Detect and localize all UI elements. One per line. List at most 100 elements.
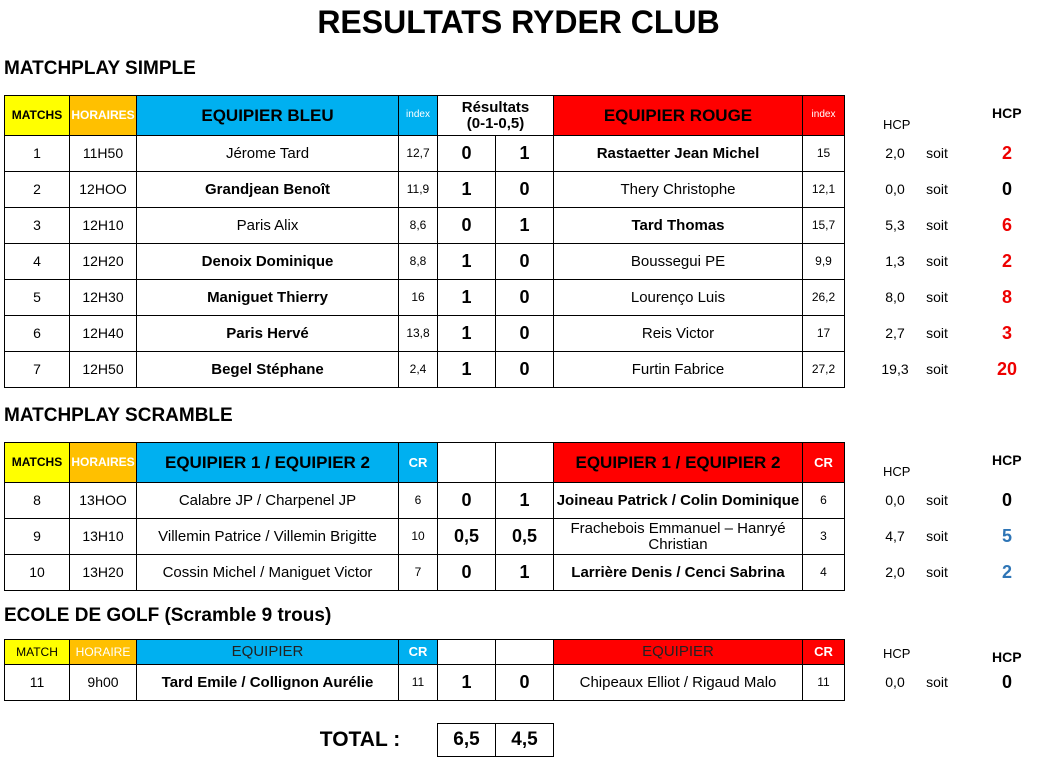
- match-number: 7: [4, 351, 70, 388]
- team-a: Denoix Dominique: [136, 243, 399, 280]
- header-cell: [437, 442, 496, 483]
- results-header: Résultats: [461, 98, 530, 116]
- result-a: 1: [437, 243, 496, 280]
- team-b: Frachebois Emmanuel – Hanryé Christian: [553, 518, 803, 555]
- time: 9h00: [69, 664, 137, 701]
- result-a: 0: [437, 482, 496, 519]
- result-a: 0,5: [437, 518, 496, 555]
- result-b: 0: [495, 351, 554, 388]
- header-cell: CR: [802, 639, 845, 665]
- hcp: 0,0: [885, 491, 905, 508]
- team-b: Joineau Patrick / Colin Dominique: [553, 482, 803, 519]
- hcp: 0,0: [885, 180, 905, 197]
- team-b: Larrière Denis / Cenci Sabrina: [553, 554, 803, 591]
- result-a: 0: [437, 135, 496, 172]
- hcp-header: HCP: [992, 649, 1022, 665]
- match-number: 2: [4, 171, 70, 208]
- header-cell: index: [802, 95, 845, 136]
- hcp-rounded: 0: [1001, 178, 1012, 199]
- result-a: 1: [437, 279, 496, 316]
- soit: soit: [926, 527, 948, 544]
- index-b: 15,7: [802, 207, 845, 244]
- result-b: 1: [495, 135, 554, 172]
- time: 12HOO: [69, 171, 137, 208]
- total-value: 4,5: [495, 723, 554, 757]
- index-a: 12,7: [398, 135, 438, 172]
- total-value: 6,5: [437, 723, 496, 757]
- hcp: 5,3: [885, 216, 905, 233]
- header-cell: [495, 442, 554, 483]
- result-b: 0: [495, 279, 554, 316]
- soit: soit: [926, 252, 948, 269]
- soit: soit: [926, 324, 948, 341]
- match-number: 4: [4, 243, 70, 280]
- team-a: Maniguet Thierry: [136, 279, 399, 316]
- index-b: 6: [802, 482, 845, 519]
- soit: soit: [926, 491, 948, 508]
- hcp-header: HCP: [992, 105, 1022, 121]
- hcp-rounded: 20: [996, 358, 1018, 379]
- header-cell: HORAIRES: [69, 442, 137, 483]
- header-cell: CR: [802, 442, 845, 483]
- hcp-rounded: 0: [1001, 489, 1012, 510]
- team-b: Reis Victor: [553, 315, 803, 352]
- result-a: 1: [437, 664, 496, 701]
- header-cell: EQUIPIER: [136, 639, 399, 665]
- hcp-rounded: 3: [1001, 322, 1012, 343]
- index-b: 15: [802, 135, 845, 172]
- section-title: ECOLE DE GOLF (Scramble 9 trous): [4, 605, 332, 626]
- index-b: 12,1: [802, 171, 845, 208]
- header-cell: MATCH: [4, 639, 70, 665]
- match-number: 9: [4, 518, 70, 555]
- index-b: 17: [802, 315, 845, 352]
- match-number: 10: [4, 554, 70, 591]
- result-a: 0: [437, 554, 496, 591]
- team-b: Lourenço Luis: [553, 279, 803, 316]
- time: 12H10: [69, 207, 137, 244]
- match-number: 6: [4, 315, 70, 352]
- index-a: 8,8: [398, 243, 438, 280]
- page-title: RESULTATS RYDER CLUB: [317, 4, 720, 40]
- soit: soit: [926, 288, 948, 305]
- header-cell: index: [398, 95, 438, 136]
- index-a: 2,4: [398, 351, 438, 388]
- soit: soit: [926, 216, 948, 233]
- time: 13H10: [69, 518, 137, 555]
- index-a: 11,9: [398, 171, 438, 208]
- soit: soit: [926, 144, 948, 161]
- header-cell: EQUIPIER: [553, 639, 803, 665]
- match-number: 5: [4, 279, 70, 316]
- hcp-rounded: 6: [1001, 214, 1012, 235]
- team-a: Jérome Tard: [136, 135, 399, 172]
- header-cell: EQUIPIER 1 / EQUIPIER 2: [136, 442, 399, 483]
- team-a: Villemin Patrice / Villemin Brigitte: [136, 518, 399, 555]
- result-b: 1: [495, 207, 554, 244]
- hcp-rounded: 8: [1001, 286, 1012, 307]
- hcp-header: HCP: [883, 117, 911, 132]
- result-b: 0: [495, 664, 554, 701]
- team-b: Thery Christophe: [553, 171, 803, 208]
- soit: soit: [926, 563, 948, 580]
- hcp-rounded: 2: [1001, 561, 1012, 582]
- header-cell: HORAIRE: [69, 639, 137, 665]
- team-a: Cossin Michel / Maniguet Victor: [136, 554, 399, 591]
- team-b: Furtin Fabrice: [553, 351, 803, 388]
- index-b: 11: [802, 664, 845, 701]
- index-b: 4: [802, 554, 845, 591]
- team-a: Paris Hervé: [136, 315, 399, 352]
- soit: soit: [926, 360, 948, 377]
- header-cell: [437, 639, 496, 665]
- result-b: 0: [495, 243, 554, 280]
- result-b: 0,5: [495, 518, 554, 555]
- time: 13H20: [69, 554, 137, 591]
- match-number: 3: [4, 207, 70, 244]
- team-b: Tard Thomas: [553, 207, 803, 244]
- soit: soit: [926, 180, 948, 197]
- result-a: 0: [437, 207, 496, 244]
- match-number: 11: [4, 664, 70, 701]
- hcp-rounded: 2: [1001, 142, 1012, 163]
- index-b: 9,9: [802, 243, 845, 280]
- result-b: 1: [495, 482, 554, 519]
- header-cell: EQUIPIER ROUGE: [553, 95, 803, 136]
